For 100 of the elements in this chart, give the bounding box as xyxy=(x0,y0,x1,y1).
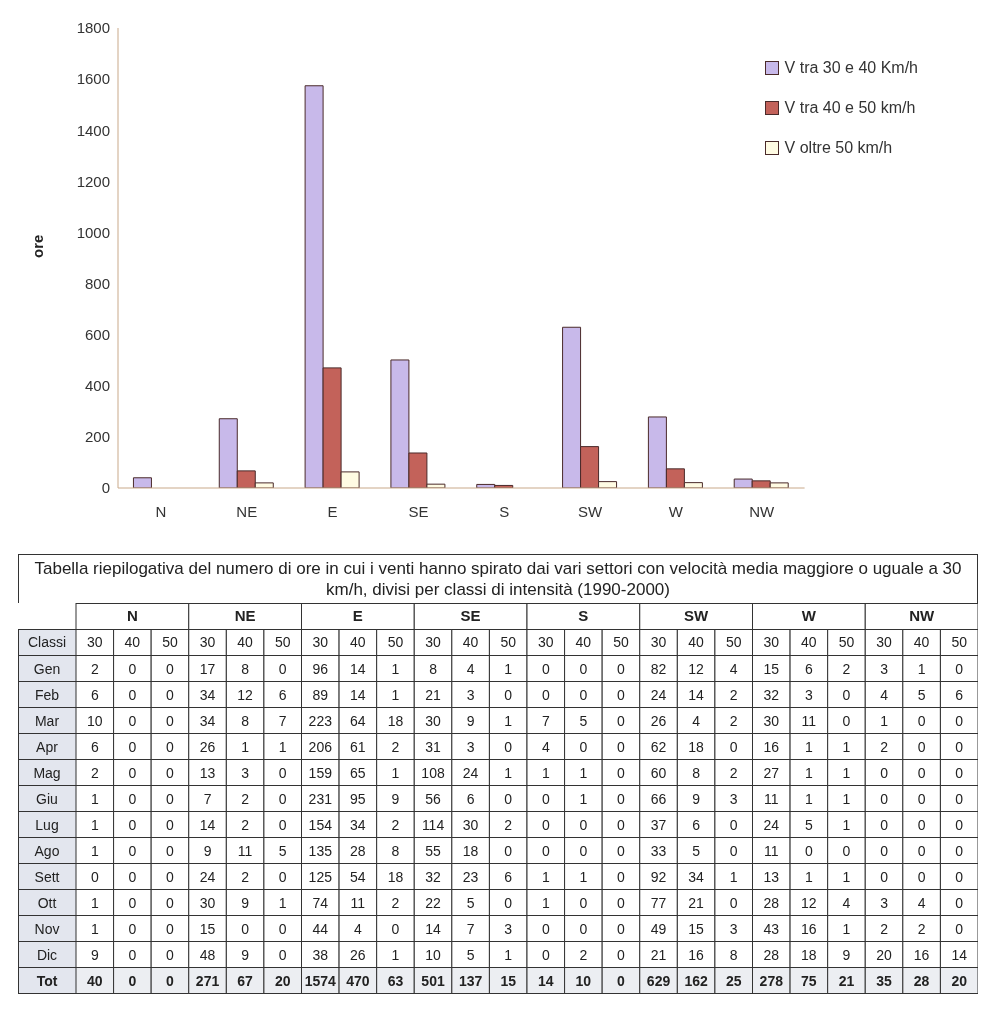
data-label: 470 xyxy=(346,972,370,989)
data-label: 44 xyxy=(312,920,329,937)
data-label: 271 xyxy=(195,972,220,989)
data-label: 0 xyxy=(278,660,287,677)
data-label: 15 xyxy=(199,920,216,937)
data-label: 9 xyxy=(90,946,99,963)
data-label: 64 xyxy=(350,712,366,729)
data-label: 0 xyxy=(391,920,400,937)
data-label: 15 xyxy=(688,920,705,937)
data-label: 4 xyxy=(466,660,475,677)
data-label: 2 xyxy=(391,894,400,911)
data-label: 30 xyxy=(763,712,780,729)
data-label: 1 xyxy=(241,738,250,755)
data-label: 82 xyxy=(650,660,667,677)
y-tick-label: Ago xyxy=(34,842,60,859)
data-label: 28 xyxy=(763,894,780,911)
x-tick-label: SE xyxy=(408,502,429,520)
data-label: 6 xyxy=(90,686,99,703)
y-tick-label: Ott xyxy=(37,894,57,911)
data-label: 74 xyxy=(312,894,329,911)
data-label: 96 xyxy=(312,660,329,677)
y-tick-label: Dic xyxy=(36,946,58,963)
data-label: 0 xyxy=(880,790,889,807)
x-tick-label: NE xyxy=(236,502,258,520)
x-tick-label: 40 xyxy=(237,634,254,650)
data-label: 67 xyxy=(237,972,254,989)
data-label: 0 xyxy=(955,764,964,781)
data-label: 0 xyxy=(617,764,626,781)
data-label: 4 xyxy=(842,894,851,911)
data-label: 1 xyxy=(90,920,99,937)
y-tick-label: Apr xyxy=(36,738,59,755)
data-label: 0 xyxy=(504,790,513,807)
data-label: 125 xyxy=(308,868,333,885)
data-label: 0 xyxy=(504,894,513,911)
data-label: 11 xyxy=(237,842,253,859)
data-label: 9 xyxy=(391,790,400,807)
legend-label: V tra 40 e 50 km/h xyxy=(784,98,916,118)
data-label: 2 xyxy=(504,816,513,833)
data-label: 0 xyxy=(617,946,626,963)
data-label: 0 xyxy=(128,790,137,807)
data-label: 24 xyxy=(462,764,479,781)
data-label: 0 xyxy=(955,920,964,937)
data-label: 0 xyxy=(617,816,626,833)
data-label: 0 xyxy=(128,842,137,859)
data-label: 0 xyxy=(729,894,738,911)
data-label: 5 xyxy=(579,712,588,729)
data-label: 1 xyxy=(391,660,400,677)
data-label: 3 xyxy=(880,894,889,911)
data-label: 1 xyxy=(842,738,851,755)
x-tick-label: 50 xyxy=(725,634,742,650)
data-label: 0 xyxy=(166,816,175,833)
data-label: 0 xyxy=(617,920,626,937)
data-label: 5 xyxy=(466,894,475,911)
data-label: 2 xyxy=(241,790,250,807)
data-label: 56 xyxy=(425,790,442,807)
data-label: 16 xyxy=(801,920,817,937)
data-label: 2 xyxy=(917,920,926,937)
data-label: 114 xyxy=(421,816,445,833)
text: E xyxy=(352,607,363,624)
data-label: 1 xyxy=(842,816,851,833)
data-label: 1 xyxy=(504,946,513,963)
data-label: 11 xyxy=(801,712,817,729)
data-label: 5 xyxy=(278,842,287,859)
data-label: 26 xyxy=(650,712,667,729)
x-tick-label: 30 xyxy=(425,634,442,650)
data-label: 18 xyxy=(387,868,404,885)
data-label: 0 xyxy=(504,842,513,859)
x-tick-label: 40 xyxy=(462,634,479,650)
data-label: 1 xyxy=(391,686,400,703)
data-label: 159 xyxy=(308,764,333,781)
data-label: 2 xyxy=(579,946,588,963)
data-label: 16 xyxy=(913,946,930,963)
data-label: 66 xyxy=(650,790,667,807)
data-label: 20 xyxy=(951,972,968,989)
data-label: 12 xyxy=(801,894,817,911)
data-label: 14 xyxy=(199,816,216,833)
x-tick-label: 30 xyxy=(650,634,667,650)
y-tick-label: Tot xyxy=(36,972,58,989)
data-label: 2 xyxy=(90,764,99,781)
data-label: 0 xyxy=(617,738,626,755)
data-label: 14 xyxy=(688,686,705,703)
data-label: 20 xyxy=(876,946,893,963)
x-tick-label: 50 xyxy=(162,634,178,650)
data-label: 14 xyxy=(350,660,366,677)
data-label: 15 xyxy=(763,660,780,677)
data-label: 0 xyxy=(617,790,626,807)
data-label: 31 xyxy=(425,738,442,755)
data-label: 24 xyxy=(763,816,780,833)
data-label: 0 xyxy=(955,842,964,859)
legend-label: V tra 30 e 40 Km/h xyxy=(784,58,918,78)
data-label: 3 xyxy=(466,738,475,755)
data-label: 30 xyxy=(462,816,479,833)
data-label: 18 xyxy=(688,738,705,755)
y-tick-label: 1800 xyxy=(76,19,110,37)
data-label: 13 xyxy=(199,764,216,781)
y-tick-label: 800 xyxy=(84,274,110,292)
data-label: 0 xyxy=(579,920,588,937)
data-label: 21 xyxy=(650,946,667,963)
data-label: 77 xyxy=(650,894,667,911)
data-label: 0 xyxy=(880,868,889,885)
